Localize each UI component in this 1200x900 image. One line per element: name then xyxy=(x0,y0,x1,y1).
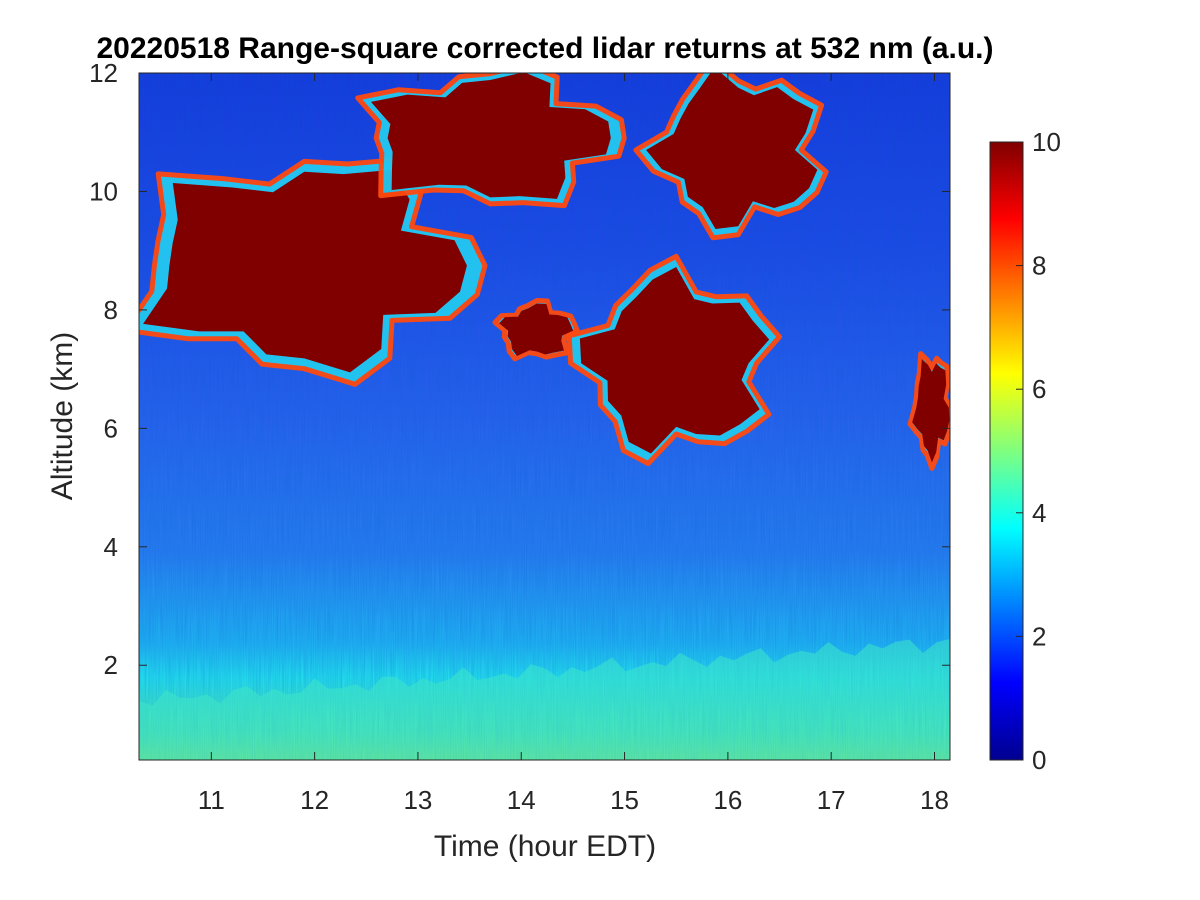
boundary-layer xyxy=(139,639,950,760)
x-tick-label: 17 xyxy=(817,785,846,815)
y-tick-label: 2 xyxy=(104,650,118,680)
heatmap-plot xyxy=(139,73,950,760)
colorbar-tick-label: 4 xyxy=(1032,498,1046,528)
x-tick-label: 18 xyxy=(920,785,949,815)
x-tick-label: 12 xyxy=(300,785,329,815)
plot-frame xyxy=(138,72,951,761)
cloud-layer xyxy=(499,303,574,356)
cloud-layer xyxy=(579,266,770,454)
cloud-layer xyxy=(912,359,950,463)
x-tick-label: 13 xyxy=(403,785,432,815)
x-tick-label: 11 xyxy=(198,785,225,815)
colorbar-tick-label: 10 xyxy=(1032,127,1061,157)
colorbar-tick-label: 0 xyxy=(1032,745,1046,775)
chart-title: 20220518 Range-square corrected lidar re… xyxy=(96,32,993,65)
colorbar-tick-label: 2 xyxy=(1032,621,1046,651)
y-tick-label: 4 xyxy=(104,532,118,562)
y-tick-label: 6 xyxy=(104,413,118,443)
colorbar-tick-label: 8 xyxy=(1032,251,1046,281)
y-axis: 2 4 6 8 10 12 xyxy=(89,58,950,680)
colorbar-tick-label: 6 xyxy=(1032,374,1046,404)
y-axis-label: Altitude (km) xyxy=(46,332,79,500)
x-axis-label: Time (hour EDT) xyxy=(434,830,656,863)
x-tick-label: 14 xyxy=(507,785,536,815)
x-tick-label: 15 xyxy=(610,785,639,815)
cloud-layer xyxy=(370,73,611,199)
colorbar: 0 2 4 6 8 10 xyxy=(989,127,1061,775)
y-tick-label: 10 xyxy=(89,176,118,206)
cloud-layer xyxy=(143,169,467,373)
cloud-layer xyxy=(646,73,818,230)
colorbar-scale xyxy=(989,141,1024,761)
y-tick-label: 8 xyxy=(104,295,118,325)
y-tick-label: 12 xyxy=(89,58,118,88)
x-tick-label: 16 xyxy=(713,785,742,815)
x-axis: 11 12 13 14 15 16 17 18 xyxy=(198,73,949,815)
